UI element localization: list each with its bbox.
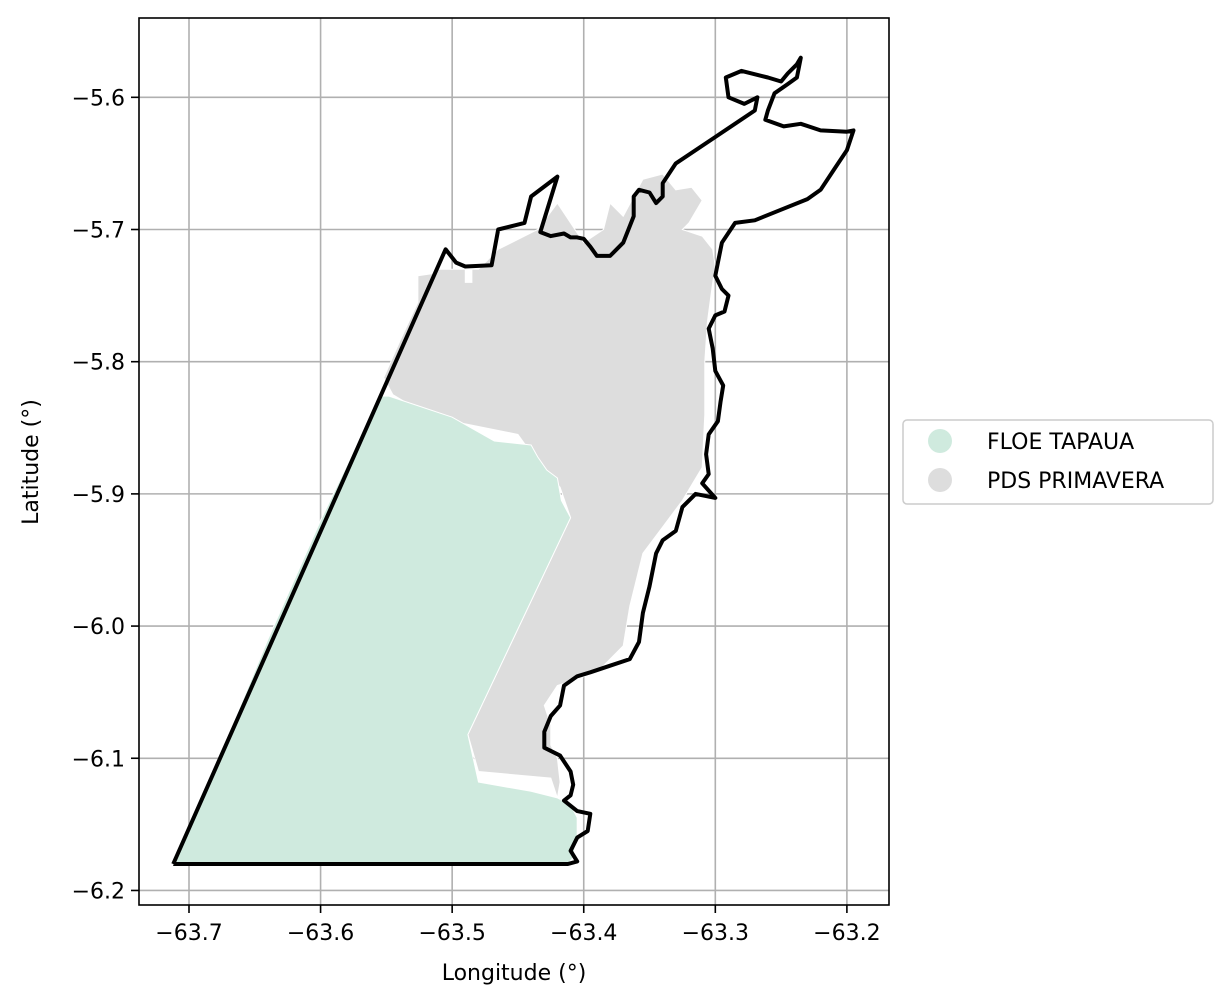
x-tick-label-0: −63.7 — [155, 921, 222, 946]
x-tick-label-1: −63.6 — [287, 921, 354, 946]
y-tick-label-5: −6.1 — [72, 747, 125, 772]
boundary-layer — [171, 55, 856, 866]
x-tick-label-3: −63.4 — [550, 921, 617, 946]
x-axis-ticks: −63.7 −63.6 −63.5 −63.4 −63.3 −63.2 — [155, 905, 881, 946]
y-tick-label-4: −6.0 — [72, 615, 125, 640]
legend-marker-floe-tapaua — [928, 429, 952, 453]
legend-label-pds-primavera: PDS PRIMAVERA — [987, 469, 1164, 494]
y-tick-label-2: −5.8 — [72, 351, 125, 376]
legend: FLOE TAPAUA PDS PRIMAVERA — [902, 419, 1214, 505]
x-tick-label-4: −63.3 — [682, 921, 749, 946]
legend-marker-pds-primavera — [928, 468, 952, 492]
x-tick-label-5: −63.2 — [813, 921, 880, 946]
y-tick-label-0: −5.6 — [72, 86, 125, 111]
y-axis-ticks: −5.6 −5.7 −5.8 −5.9 −6.0 −6.1 −6.2 — [72, 86, 139, 904]
y-tick-label-1: −5.7 — [72, 219, 125, 244]
legend-frame — [902, 419, 1214, 505]
x-axis-label: Longitude (°) — [442, 961, 587, 986]
legend-label-floe-tapaua: FLOE TAPAUA — [987, 430, 1134, 455]
y-tick-label-3: −5.9 — [72, 483, 125, 508]
y-axis-label: Latitude (°) — [19, 399, 44, 525]
plot-frame — [138, 17, 890, 906]
x-tick-label-2: −63.5 — [418, 921, 485, 946]
y-tick-label-6: −6.2 — [72, 879, 125, 904]
boundary-outline — [171, 55, 856, 866]
